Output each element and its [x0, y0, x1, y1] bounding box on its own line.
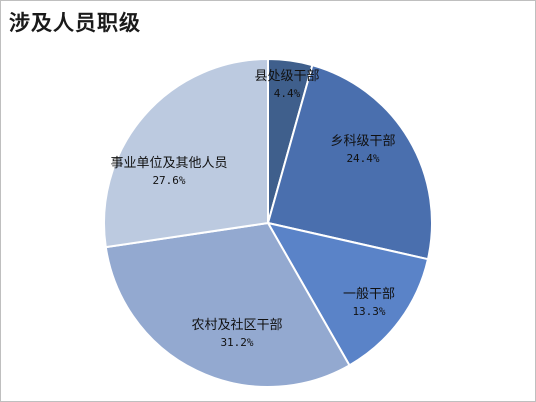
- slice-value-label: 31.2%: [220, 336, 253, 349]
- slice-value-label: 4.4%: [274, 87, 301, 100]
- pie-slice: [266, 63, 433, 261]
- slice-label: 一般干部: [343, 286, 395, 302]
- slice-label: 县处级干部: [254, 69, 319, 84]
- slice-value-label: 13.3%: [352, 305, 385, 318]
- slice-value-label: 24.4%: [346, 152, 379, 165]
- pie-slice: [266, 221, 430, 367]
- slice-label: 农村及社区干部: [191, 317, 282, 333]
- slice-value-label: 27.6%: [152, 174, 185, 187]
- slice-label: 乡科级干部: [330, 134, 395, 149]
- chart-title: 涉及人员职级: [9, 11, 141, 35]
- slice-label: 事业单位及其他人员: [110, 156, 227, 171]
- pie-slice: [104, 221, 351, 389]
- pie-slice: [103, 57, 269, 249]
